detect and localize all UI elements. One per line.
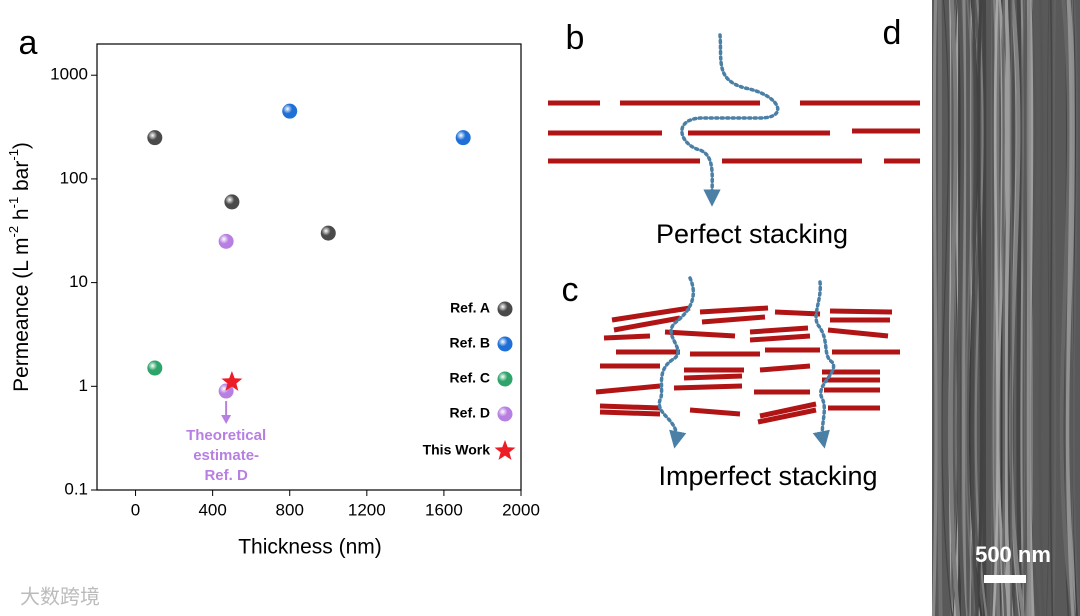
scale-bar-label: 500 nm bbox=[975, 542, 1051, 567]
label-part: h bbox=[10, 208, 33, 226]
sphere-marker bbox=[455, 130, 471, 146]
sem-streak bbox=[992, 0, 1000, 616]
x-axis-label: Thickness (nm) bbox=[238, 536, 382, 559]
sem-streak bbox=[948, 0, 961, 616]
y-tick-label: 0.1 bbox=[64, 479, 88, 498]
annotation-text: Ref. D bbox=[204, 467, 248, 484]
label-part: ) bbox=[10, 142, 33, 149]
imperfect-stacking-diagram bbox=[595, 276, 900, 449]
panel-label: c bbox=[562, 271, 579, 309]
x-tick-label: 1600 bbox=[425, 500, 463, 519]
panel-label: b bbox=[566, 19, 585, 57]
sem-streak bbox=[962, 0, 967, 616]
sem-streak bbox=[1026, 0, 1031, 616]
legend-label: Ref. D bbox=[450, 405, 490, 421]
sphere-marker bbox=[218, 233, 234, 249]
panel-label: d bbox=[883, 14, 902, 52]
sem-streak bbox=[1065, 0, 1075, 616]
sem-streak bbox=[998, 0, 1004, 616]
y-tick-label: 1000 bbox=[50, 65, 88, 84]
sem-streak bbox=[931, 0, 938, 616]
x-tick-label: 800 bbox=[276, 500, 304, 519]
sphere-marker bbox=[282, 103, 298, 119]
sem-texture bbox=[931, 0, 1080, 616]
scale-bar bbox=[984, 575, 1026, 583]
watermark: 大数跨境 bbox=[20, 585, 100, 608]
star-marker bbox=[494, 440, 516, 460]
sem-streak bbox=[1001, 0, 1006, 616]
sphere-marker bbox=[497, 406, 513, 422]
legend-label: Ref. B bbox=[450, 335, 490, 351]
x-tick-label: 1200 bbox=[348, 500, 386, 519]
label-part: -1 bbox=[6, 149, 21, 161]
sem-streak bbox=[997, 0, 1011, 616]
legend-label: This Work bbox=[423, 442, 491, 458]
sem-streak bbox=[970, 0, 979, 616]
diagram-caption: Perfect stacking bbox=[656, 219, 848, 249]
sem-streak bbox=[975, 0, 984, 616]
plot-frame bbox=[96, 43, 522, 491]
sem-streak bbox=[1004, 0, 1011, 616]
label-part: bar bbox=[10, 161, 33, 197]
label-part: -2 bbox=[6, 226, 21, 238]
sem-streak bbox=[1020, 0, 1026, 616]
star-marker bbox=[221, 371, 243, 391]
sem-streak bbox=[974, 0, 988, 616]
legend-label: Ref. C bbox=[450, 370, 490, 386]
annotation-text: Theoretical bbox=[186, 427, 266, 444]
x-tick-label: 2000 bbox=[502, 500, 540, 519]
x-tick-label: 0 bbox=[131, 500, 140, 519]
annotation-text: estimate- bbox=[193, 447, 259, 464]
sem-streak bbox=[941, 0, 953, 616]
panel-label: a bbox=[19, 24, 38, 62]
x-tick-label: 400 bbox=[198, 500, 226, 519]
y-tick-label: 1 bbox=[79, 376, 88, 395]
sphere-marker bbox=[497, 301, 513, 317]
perfect-stacking-diagram bbox=[548, 33, 920, 207]
sem-streak bbox=[990, 0, 993, 616]
diagram-caption: Imperfect stacking bbox=[658, 461, 877, 491]
sem-streak bbox=[1038, 0, 1045, 616]
sem-streak bbox=[982, 0, 987, 616]
y-axis-label: Permeance (L m-2 h-1 bar-1) bbox=[6, 142, 32, 392]
sem-streak bbox=[1009, 0, 1025, 616]
sem-streak bbox=[1072, 0, 1080, 616]
annotation-arrowhead bbox=[221, 415, 232, 425]
legend-label: Ref. A bbox=[450, 300, 490, 316]
label-part: Permeance (L m bbox=[10, 237, 33, 391]
sem-streak bbox=[1019, 0, 1025, 616]
sem-streak bbox=[1049, 0, 1054, 616]
sphere-marker bbox=[497, 336, 513, 352]
sphere-marker bbox=[497, 371, 513, 387]
sphere-marker bbox=[147, 360, 163, 376]
y-tick-label: 10 bbox=[69, 272, 88, 291]
label-part: -1 bbox=[6, 197, 21, 209]
sphere-marker bbox=[320, 225, 336, 241]
sem-streak bbox=[1046, 0, 1050, 616]
sphere-marker bbox=[147, 130, 163, 146]
y-tick-label: 100 bbox=[60, 168, 88, 187]
sem-streak bbox=[1051, 0, 1057, 616]
sem-streak bbox=[1059, 0, 1075, 616]
sphere-marker bbox=[224, 194, 240, 210]
sem-streak bbox=[965, 0, 977, 616]
sem-streak bbox=[956, 0, 967, 616]
sem-streak bbox=[937, 0, 943, 616]
